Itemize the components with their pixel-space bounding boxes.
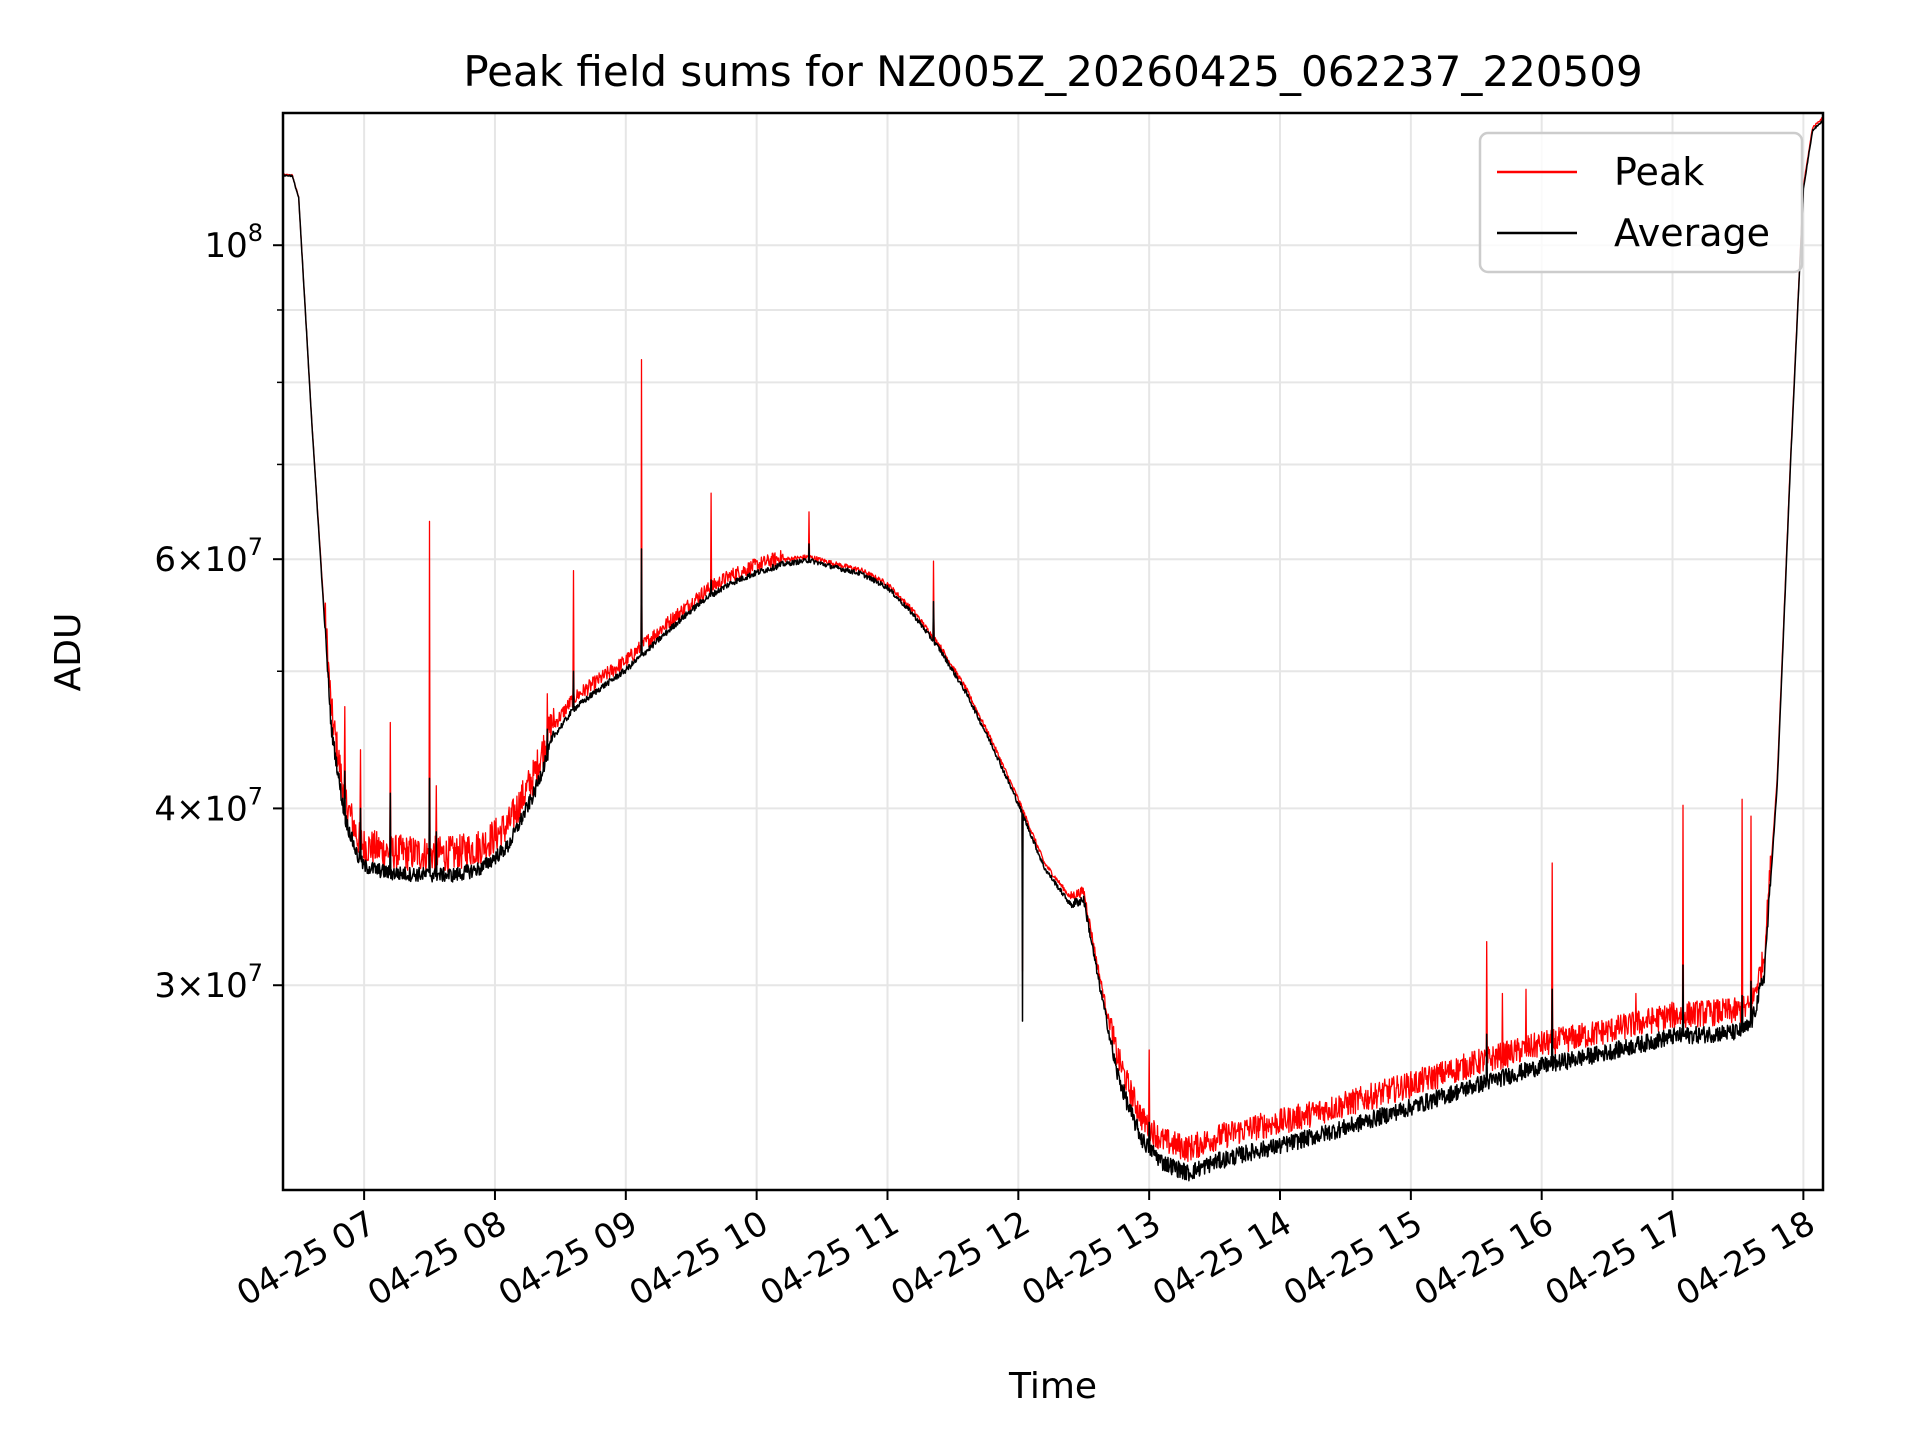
legend: Peak Average: [1478, 131, 1804, 274]
y-axis-label: ADU: [48, 613, 89, 692]
y-tick-label: 108: [204, 219, 263, 266]
x-axis-label: Time: [1008, 1366, 1097, 1407]
plot-frame: [281, 111, 1825, 1192]
y-tick-label: 4×107: [154, 782, 263, 829]
y-tick-label: 6×107: [154, 533, 263, 580]
legend-box: [1478, 131, 1804, 274]
series-line-peak: [282, 116, 1824, 1163]
chart-title: Peak field sums for NZ005Z_20260425_0622…: [463, 47, 1642, 96]
legend-label-peak: Peak: [1614, 150, 1704, 194]
y-tick-label: 3×107: [154, 959, 263, 1006]
legend-label-average: Average: [1614, 211, 1770, 255]
series-layer: [282, 116, 1824, 1182]
series-line-average: [282, 119, 1824, 1182]
